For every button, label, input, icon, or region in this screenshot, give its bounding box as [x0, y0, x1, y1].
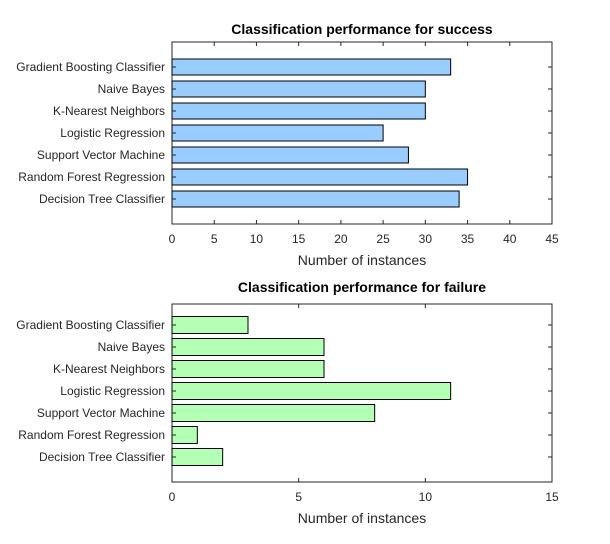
success-chart: Classification performance for success N…: [16, 21, 559, 268]
success-bar-0: [171, 58, 452, 76]
success-x-tick-label-9: 45: [545, 232, 559, 246]
success-category-label-1: Naive Bayes: [98, 82, 165, 96]
failure-category-label-6: Decision Tree Classifier: [39, 450, 165, 464]
success-x-tick-label-7: 35: [461, 232, 475, 246]
success-x-tick-label-2: 10: [250, 232, 264, 246]
success-x-tick-label-1: 5: [211, 232, 218, 246]
failure-category-label-2: K-Nearest Neighbors: [53, 362, 165, 376]
failure-x-tick-label-0: 0: [169, 490, 176, 504]
failure-bar-3: [171, 382, 452, 400]
success-x-tick-label-5: 25: [376, 232, 390, 246]
failure-x-tick-label-2: 10: [419, 490, 433, 504]
success-bar-6: [171, 190, 460, 208]
failure-bar-4: [171, 404, 376, 422]
failure-x-tick-label-1: 5: [295, 490, 302, 504]
failure-chart-title: Classification performance for failure: [238, 279, 486, 295]
failure-category-label-0: Gradient Boosting Classifier: [16, 318, 165, 332]
success-category-label-0: Gradient Boosting Classifier: [16, 60, 165, 74]
success-chart-title: Classification performance for success: [231, 21, 493, 37]
success-bar-5: [171, 168, 469, 186]
success-x-axis-label: Number of instances: [298, 252, 426, 268]
success-category-label-2: K-Nearest Neighbors: [53, 104, 165, 118]
failure-bar-2: [171, 360, 325, 378]
success-x-tick-label-8: 40: [503, 232, 517, 246]
success-category-label-4: Support Vector Machine: [37, 148, 165, 162]
success-x-tick-label-3: 15: [292, 232, 306, 246]
success-bar-3: [171, 124, 384, 142]
success-x-tick-label-4: 20: [334, 232, 348, 246]
failure-bars: 0 5 10 15 Gradient Boosting Classifier Naive …: [16, 304, 559, 504]
failure-bar-1: [171, 338, 325, 356]
failure-x-tick-label-3: 15: [545, 490, 559, 504]
failure-category-label-4: Support Vector Machine: [37, 406, 165, 420]
failure-category-label-5: Random Forest Regression: [18, 428, 165, 442]
failure-bar-0: [171, 316, 249, 334]
success-x-tick-label-6: 30: [419, 232, 433, 246]
failure-bar-6: [171, 448, 224, 466]
success-bars: 0 5 10 15 20 25 30 35 40 45 Gradient Boosting Clas…: [16, 42, 559, 246]
success-x-tick-label-0: 0: [169, 232, 176, 246]
success-category-label-3: Logistic Regression: [60, 126, 165, 140]
failure-category-label-3: Logistic Regression: [60, 384, 165, 398]
success-category-label-5: Random Forest Regression: [18, 170, 165, 184]
success-category-label-6: Decision Tree Classifier: [39, 192, 165, 206]
failure-x-axis-label: Number of instances: [298, 510, 426, 526]
failure-category-label-1: Naive Bayes: [98, 340, 165, 354]
success-bar-2: [171, 102, 426, 120]
success-bar-1: [171, 80, 426, 98]
success-bar-4: [171, 146, 409, 164]
failure-chart: Classification performance for failure N…: [16, 279, 559, 526]
